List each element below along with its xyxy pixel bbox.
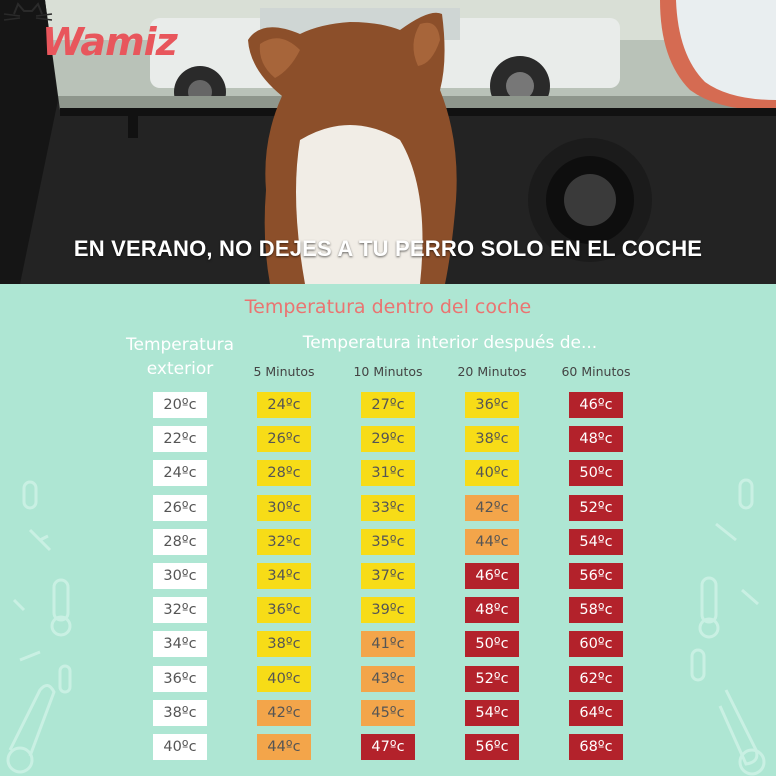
column-header-10min: 10 Minutos [353, 364, 423, 379]
interior-temp-cell: 68ºc [569, 734, 623, 760]
wamiz-logo: Wamiz [42, 20, 178, 64]
header-photo: Wamiz EN VERANO, NO DEJES A TU PERRO SOL… [0, 0, 776, 284]
interior-temp-cell: 37ºc [361, 563, 415, 589]
interior-temp-cell: 31ºc [361, 460, 415, 486]
exterior-temperature-header: Temperatura exterior [110, 333, 250, 381]
interior-temp-cell: 40ºc [257, 666, 311, 692]
interior-temp-cell: 27ºc [361, 392, 415, 418]
car-dog-photo [0, 0, 776, 284]
interior-temp-cell: 43ºc [361, 666, 415, 692]
interior-temp-cell: 24ºc [257, 392, 311, 418]
exterior-temp-cell: 30ºc [153, 563, 207, 589]
interior-temp-cell: 33ºc [361, 495, 415, 521]
interior-temp-cell: 47ºc [361, 734, 415, 760]
exterior-header-line1: Temperatura [125, 335, 235, 355]
interior-temp-cell: 56ºc [465, 734, 519, 760]
thermometer-decoration-right [690, 478, 766, 776]
interior-temp-cell: 30ºc [257, 495, 311, 521]
interior-temperature-header: Temperatura interior después de... [302, 333, 598, 353]
interior-temp-cell: 50ºc [465, 631, 519, 657]
section-title: Temperatura dentro del coche [244, 296, 532, 318]
interior-temp-cell: 52ºc [569, 495, 623, 521]
interior-temp-cell: 56ºc [569, 563, 623, 589]
interior-temp-cell: 44ºc [465, 529, 519, 555]
interior-temp-cell: 62ºc [569, 666, 623, 692]
interior-temp-cell: 60ºc [569, 631, 623, 657]
interior-temp-cell: 38ºc [257, 631, 311, 657]
cat-whiskers-icon [3, 2, 53, 21]
exterior-temp-cell: 22ºc [153, 426, 207, 452]
exterior-header-line2: exterior [146, 359, 214, 379]
exterior-temp-cell: 40ºc [153, 734, 207, 760]
interior-temp-cell: 52ºc [465, 666, 519, 692]
exterior-temp-cell: 38ºc [153, 700, 207, 726]
interior-temp-cell: 54ºc [569, 529, 623, 555]
column-header-20min: 20 Minutos [457, 364, 527, 379]
headline: EN VERANO, NO DEJES A TU PERRO SOLO EN E… [73, 236, 703, 261]
interior-temp-cell: 36ºc [465, 392, 519, 418]
interior-temp-cell: 40ºc [465, 460, 519, 486]
interior-temp-cell: 44ºc [257, 734, 311, 760]
interior-temp-cell: 54ºc [465, 700, 519, 726]
interior-temp-cell: 58ºc [569, 597, 623, 623]
exterior-temp-cell: 28ºc [153, 529, 207, 555]
interior-temp-cell: 42ºc [465, 495, 519, 521]
interior-temp-cell: 64ºc [569, 700, 623, 726]
column-header-60min: 60 Minutos [561, 364, 631, 379]
interior-temp-cell: 48ºc [569, 426, 623, 452]
interior-temp-cell: 29ºc [361, 426, 415, 452]
interior-temp-cell: 48ºc [465, 597, 519, 623]
interior-temp-cell: 45ºc [361, 700, 415, 726]
exterior-temp-cell: 26ºc [153, 495, 207, 521]
exterior-temp-cell: 36ºc [153, 666, 207, 692]
interior-temp-cell: 32ºc [257, 529, 311, 555]
interior-temp-cell: 28ºc [257, 460, 311, 486]
exterior-temp-cell: 24ºc [153, 460, 207, 486]
column-header-5min: 5 Minutos [253, 364, 315, 379]
interior-temp-cell: 34ºc [257, 563, 311, 589]
interior-temp-cell: 36ºc [257, 597, 311, 623]
exterior-temp-cell: 20ºc [153, 392, 207, 418]
interior-temp-cell: 42ºc [257, 700, 311, 726]
thermometer-decoration-left [6, 480, 72, 774]
interior-temp-cell: 35ºc [361, 529, 415, 555]
interior-temp-cell: 26ºc [257, 426, 311, 452]
interior-temp-cell: 41ºc [361, 631, 415, 657]
interior-temp-cell: 38ºc [465, 426, 519, 452]
exterior-temp-cell: 34ºc [153, 631, 207, 657]
interior-temp-cell: 50ºc [569, 460, 623, 486]
interior-temp-cell: 46ºc [569, 392, 623, 418]
exterior-temp-cell: 32ºc [153, 597, 207, 623]
interior-temp-cell: 46ºc [465, 563, 519, 589]
interior-temp-cell: 39ºc [361, 597, 415, 623]
